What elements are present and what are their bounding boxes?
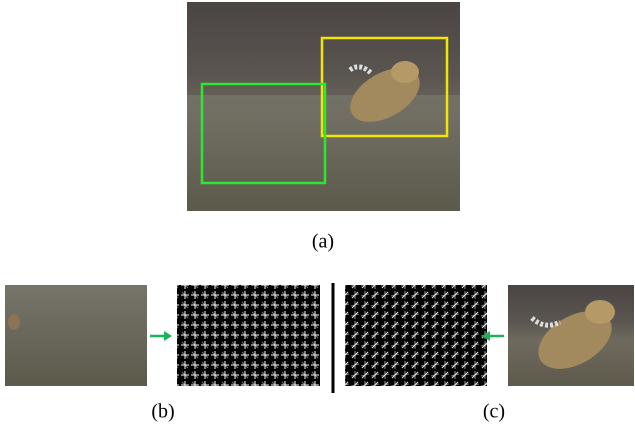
arrow-b xyxy=(150,331,172,341)
crop-b xyxy=(5,285,147,386)
hog-c xyxy=(345,285,487,386)
figure: (a) (b) (c) xyxy=(0,0,635,434)
caption-c: (c) xyxy=(483,401,505,423)
hog-b xyxy=(177,285,320,386)
caption-b: (b) xyxy=(151,401,174,423)
crop-c xyxy=(508,285,634,386)
caption-a: (a) xyxy=(312,231,334,253)
photo-a xyxy=(187,2,460,211)
